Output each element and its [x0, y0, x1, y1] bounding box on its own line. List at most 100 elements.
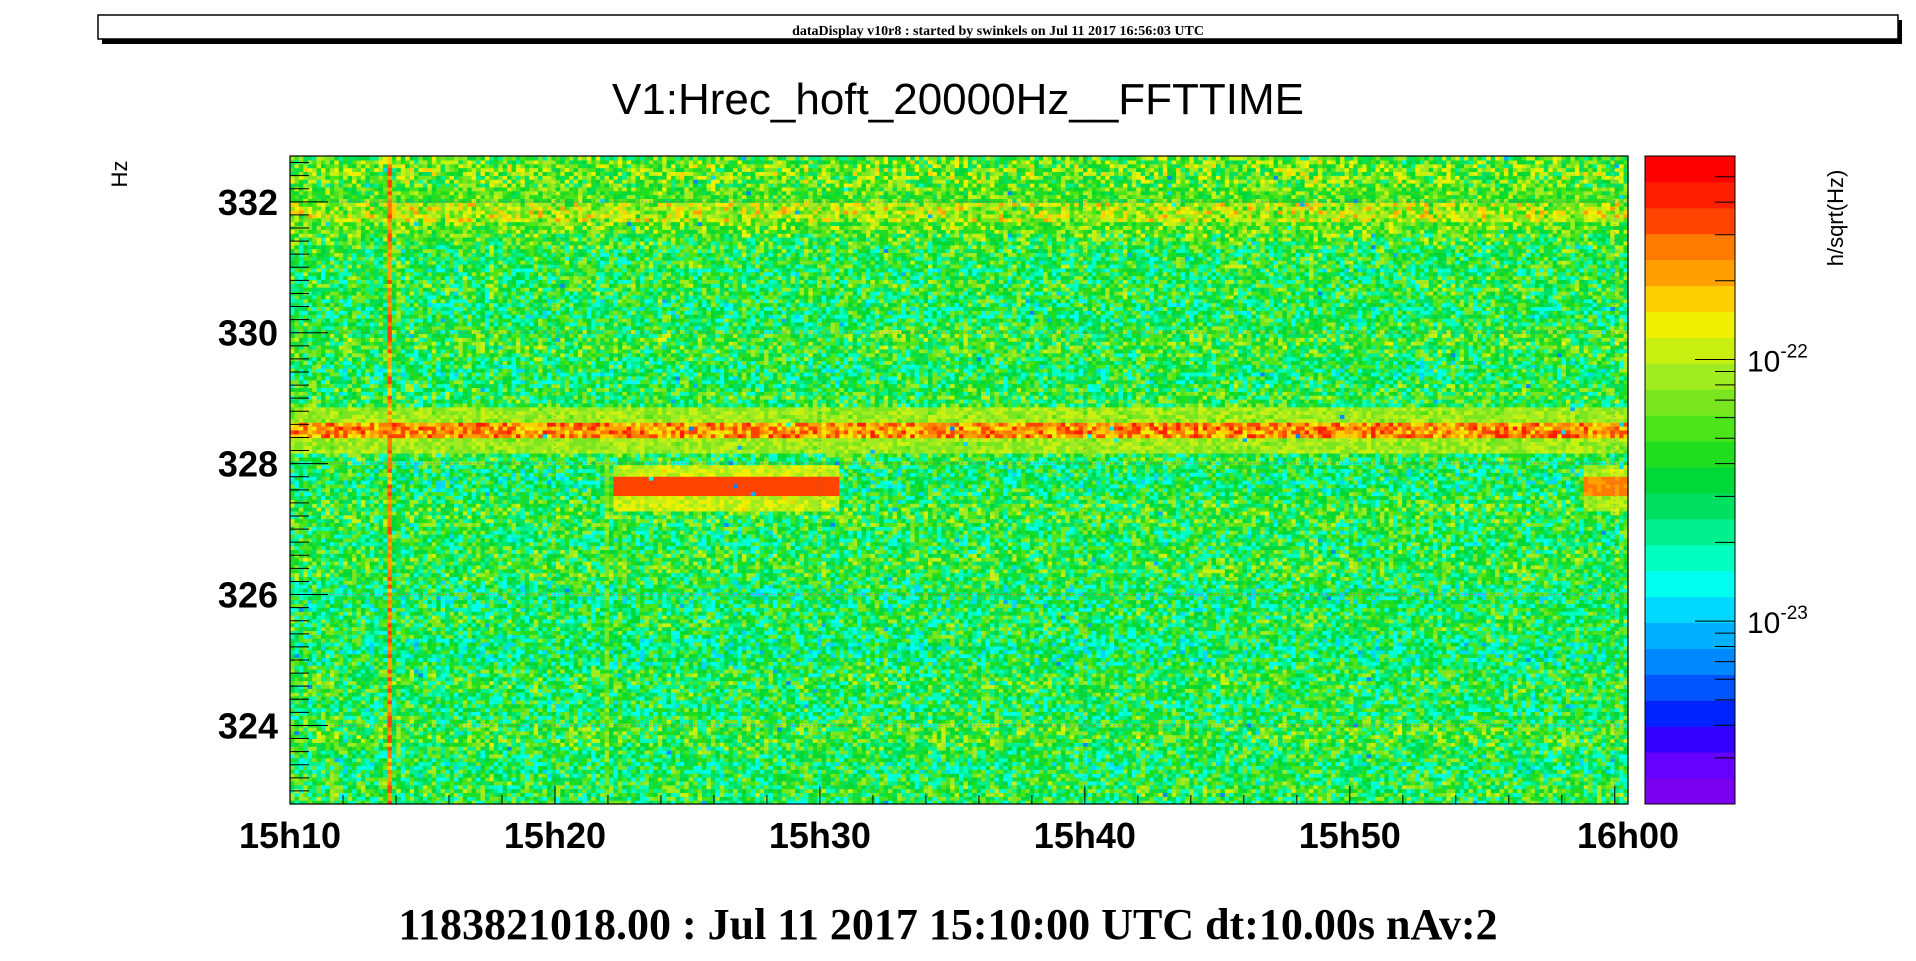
heatmap-cell	[298, 738, 304, 743]
heatmap-cell	[617, 792, 623, 797]
heatmap-cell	[294, 757, 300, 763]
heatmap-cell	[697, 788, 703, 794]
heatmap-cell	[600, 750, 606, 755]
heatmap-cell	[622, 753, 628, 759]
heatmap-cell	[604, 800, 610, 805]
heatmap-cell	[1180, 761, 1186, 767]
heatmap-cell	[1353, 753, 1359, 759]
heatmap-cell	[1078, 769, 1084, 774]
heatmap-cell	[1499, 757, 1505, 763]
heatmap-cell	[1574, 773, 1580, 778]
heatmap-cell	[1331, 757, 1337, 763]
heatmap-cell	[484, 742, 490, 747]
heatmap-cell	[1074, 788, 1080, 794]
heatmap-cell	[1619, 765, 1625, 770]
heatmap-cell	[666, 757, 672, 763]
heatmap-cell	[697, 777, 703, 782]
heatmap-cell	[383, 757, 389, 763]
heatmap-cell	[1583, 761, 1589, 767]
heatmap-cell	[635, 784, 641, 790]
heatmap-cell	[374, 765, 380, 770]
heatmap-cell	[879, 746, 885, 751]
heatmap-cell	[706, 750, 712, 755]
heatmap-cell	[1486, 780, 1492, 786]
heatmap-cell	[352, 796, 358, 801]
heatmap-cell	[1304, 788, 1310, 794]
heatmap-cell	[954, 750, 960, 755]
heatmap-cell	[1158, 750, 1164, 755]
heatmap-cell	[1393, 788, 1399, 794]
heatmap-cell	[702, 788, 708, 794]
heatmap-cell	[839, 800, 845, 805]
heatmap-cell	[1534, 784, 1540, 790]
heatmap-cell	[1202, 757, 1208, 763]
heatmap-cell	[325, 746, 331, 751]
heatmap-cell	[325, 761, 331, 767]
heatmap-cell	[919, 777, 925, 782]
heatmap-cell	[1415, 780, 1421, 786]
heatmap-cell	[1357, 761, 1363, 767]
heatmap-cell	[1264, 765, 1270, 770]
heatmap-cell	[1122, 761, 1128, 767]
heatmap-cell	[963, 784, 969, 790]
heatmap-cell	[369, 784, 375, 790]
heatmap-cell	[1025, 753, 1031, 759]
heatmap-cell	[759, 788, 765, 794]
heatmap-cell	[1091, 788, 1097, 794]
heatmap-cell	[1415, 784, 1421, 790]
heatmap-cell	[1393, 773, 1399, 778]
heatmap-cell	[356, 753, 362, 759]
heatmap-cell	[564, 792, 570, 797]
heatmap-cell	[1419, 757, 1425, 763]
heatmap-cell	[476, 800, 482, 805]
heatmap-cell	[1291, 746, 1297, 751]
heatmap-cell	[1211, 750, 1217, 755]
heatmap-cell	[981, 800, 987, 805]
heatmap-cell	[883, 777, 889, 782]
heatmap-cell	[635, 796, 641, 801]
heatmap-cell	[1282, 765, 1288, 770]
heatmap-cell	[1052, 765, 1058, 770]
heatmap-cell	[1517, 800, 1523, 805]
heatmap-cell	[1304, 792, 1310, 797]
heatmap-cell	[1118, 757, 1124, 763]
heatmap-cell	[453, 796, 459, 801]
heatmap-cell	[538, 750, 544, 755]
heatmap-cell	[1512, 788, 1518, 794]
heatmap-cell	[1105, 750, 1111, 755]
heatmap-cell	[1038, 757, 1044, 763]
heatmap-cell	[1508, 788, 1514, 794]
heatmap-cell	[458, 761, 464, 767]
heatmap-cell	[1109, 757, 1115, 763]
heatmap-cell	[329, 761, 335, 767]
heatmap-cell	[1136, 777, 1142, 782]
heatmap-cell	[1083, 792, 1089, 797]
heatmap-cell	[391, 784, 397, 790]
heatmap-cell	[679, 784, 685, 790]
heatmap-cell	[1269, 742, 1275, 747]
heatmap-cell	[790, 777, 796, 782]
heatmap-cell	[1322, 784, 1328, 790]
heatmap-cell	[1021, 742, 1027, 747]
heatmap-cell	[1428, 769, 1434, 774]
heatmap-cell	[1100, 796, 1106, 801]
heatmap-cell	[941, 800, 947, 805]
heatmap-cell	[511, 750, 517, 755]
heatmap-cell	[1003, 792, 1009, 797]
heatmap-cell	[356, 773, 362, 778]
heatmap-cell	[290, 742, 296, 747]
heatmap-cell	[1375, 800, 1381, 805]
heatmap-cell	[795, 750, 801, 755]
heatmap-cell	[383, 800, 389, 805]
heatmap-cell	[458, 753, 464, 759]
heatmap-cell	[1158, 780, 1164, 786]
heatmap-cell	[812, 769, 818, 774]
heatmap-cell	[613, 796, 619, 801]
heatmap-cell	[764, 784, 770, 790]
heatmap-cell	[919, 746, 925, 751]
heatmap-cell	[950, 800, 956, 805]
heatmap-cell	[1614, 761, 1620, 767]
heatmap-cell	[1455, 792, 1461, 797]
heatmap-cell	[582, 738, 588, 743]
heatmap-cell	[374, 757, 380, 763]
